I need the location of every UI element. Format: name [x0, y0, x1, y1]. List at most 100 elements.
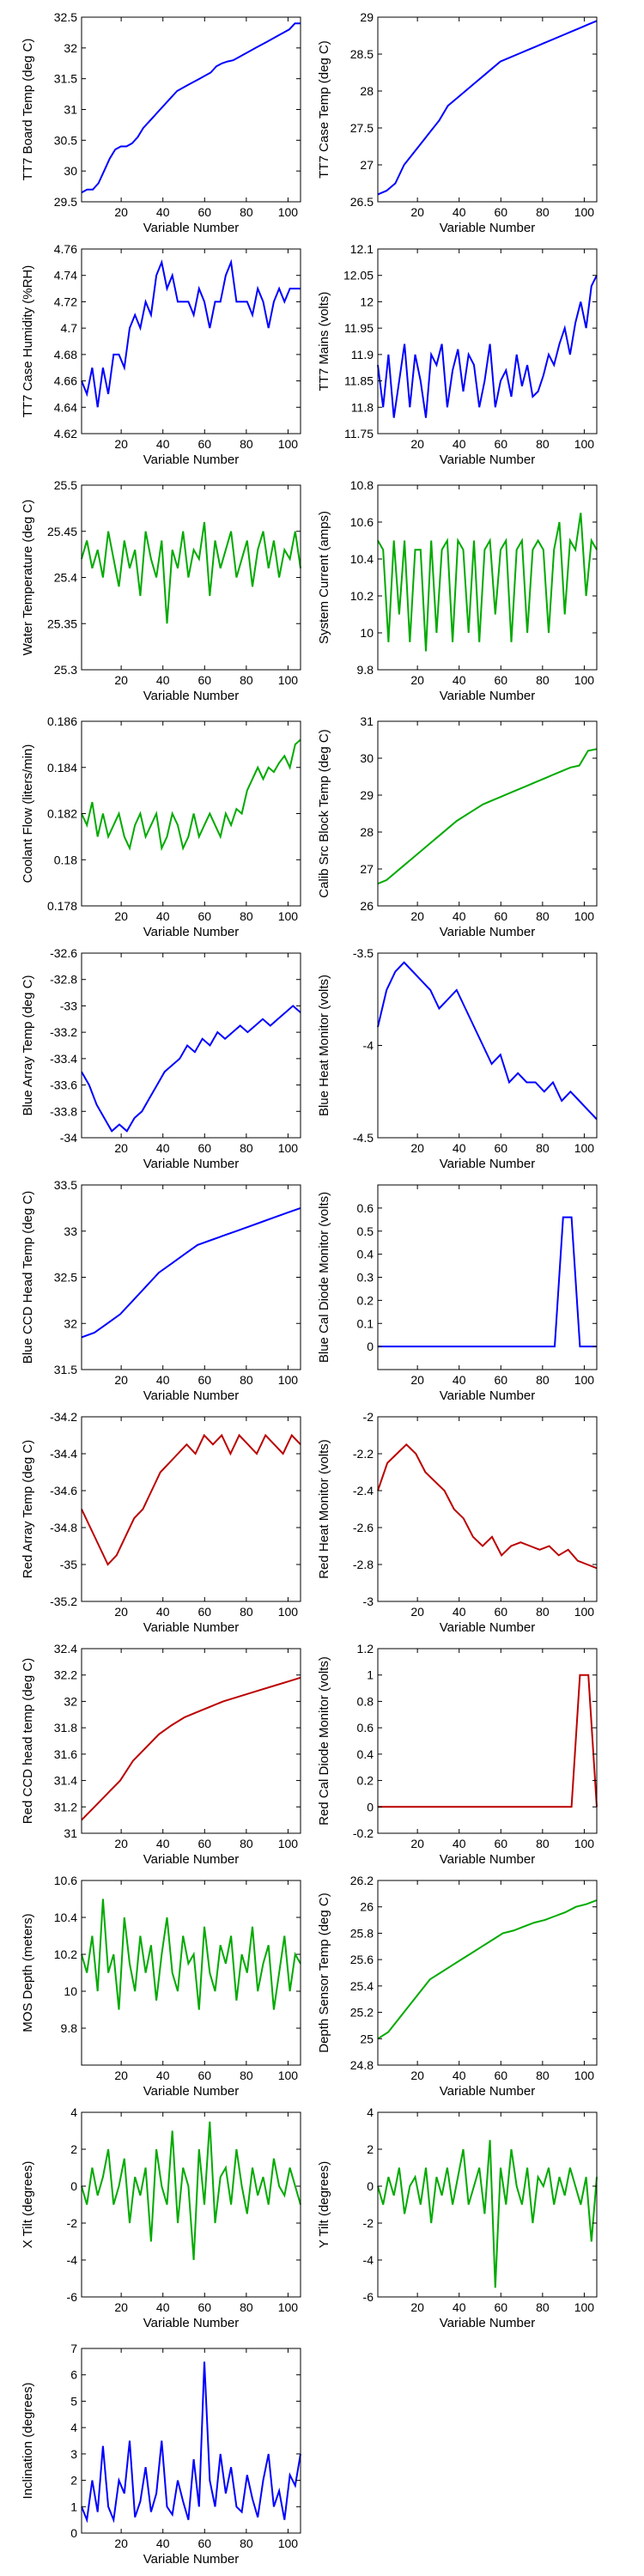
y-tick-label: 1.2 — [357, 1642, 374, 1656]
x-tick-label: 80 — [240, 909, 253, 923]
subplot: -3 -2.8 -2.6 -2.4 -2.2 -2 20 40 60 80 100 Variable … — [317, 1410, 598, 1635]
axes-box — [81, 1880, 301, 2066]
x-tick-label: 80 — [240, 673, 253, 687]
x-tick-label: 100 — [574, 909, 595, 923]
y-tick-label: 0.8 — [357, 1694, 374, 1708]
x-tick-label: 20 — [114, 1373, 128, 1387]
y-axis-label: TT7 Mains (volts) — [317, 292, 331, 392]
x-tick-label: 80 — [240, 2069, 253, 2082]
x-tick-label: 60 — [494, 1373, 507, 1387]
axes-box — [377, 1184, 598, 1370]
subplot: 31.5 32 32.5 33 33.5 20 40 60 80 100 Variable Numb… — [21, 1178, 301, 1403]
y-tick-label: 5 — [70, 2394, 77, 2408]
y-tick-label: 0.2 — [357, 1293, 374, 1307]
y-tick-label: 0.6 — [357, 1721, 374, 1735]
x-tick-label: 100 — [574, 2300, 595, 2314]
x-tick-label: 40 — [156, 909, 170, 923]
y-tick-label: 28 — [360, 84, 374, 98]
y-tick-label: 0 — [70, 2526, 77, 2540]
y-tick-label: 11.85 — [344, 374, 374, 388]
x-axis-label: Variable Number — [440, 453, 535, 467]
x-tick-label: 60 — [197, 1837, 211, 1850]
y-tick-label: 31.2 — [54, 1800, 77, 1814]
y-tick-label: 0.5 — [357, 1224, 374, 1238]
x-tick-label: 100 — [278, 205, 299, 219]
axes-box — [81, 248, 301, 434]
y-tick-label: -2 — [363, 2216, 374, 2230]
x-axis-label: Variable Number — [440, 689, 535, 703]
y-tick-label: 6 — [70, 2368, 77, 2382]
x-tick-label: 100 — [278, 1373, 299, 1387]
y-tick-label: -34.4 — [50, 1447, 77, 1461]
series-line — [81, 1433, 301, 1566]
series-line — [81, 521, 301, 624]
x-tick-label: 100 — [278, 2069, 299, 2082]
y-tick-label: -2.8 — [353, 1558, 374, 1571]
x-tick-label: 60 — [494, 2300, 507, 2314]
x-tick-label: 60 — [197, 205, 211, 219]
y-tick-label: 32 — [64, 1694, 77, 1708]
y-tick-label: -35.2 — [50, 1595, 77, 1608]
x-tick-label: 80 — [240, 1373, 253, 1387]
subplot: -4.5 -4 -3.5 20 40 60 80 100 Variable Number Blue… — [317, 946, 598, 1171]
x-tick-label: 20 — [410, 909, 424, 923]
y-axis-label: Blue Heat Monitor (volts) — [317, 975, 331, 1116]
y-tick-label: -4 — [363, 2253, 374, 2267]
series-line — [377, 748, 598, 885]
x-tick-label: 20 — [114, 1141, 128, 1155]
x-tick-label: 100 — [278, 437, 299, 451]
x-tick-label: 40 — [453, 1605, 466, 1619]
y-tick-label: 10.6 — [54, 1874, 77, 1887]
y-tick-label: 4.66 — [54, 374, 77, 388]
y-tick-label: 3 — [70, 2447, 77, 2461]
y-tick-label: 11.75 — [344, 427, 374, 440]
series-line — [81, 738, 301, 852]
y-axis-label: MOS Depth (meters) — [21, 1913, 35, 2032]
y-tick-label: 25.2 — [350, 2006, 374, 2020]
axes-box — [81, 1184, 301, 1370]
axes-box — [81, 484, 301, 671]
x-tick-label: 40 — [453, 673, 466, 687]
y-tick-label: 25.3 — [54, 663, 77, 677]
axes-box — [377, 1648, 598, 1834]
y-tick-label: 4.76 — [54, 242, 77, 256]
y-tick-label: 4.68 — [54, 348, 77, 361]
y-tick-label: 0.1 — [357, 1316, 374, 1330]
x-tick-label: 60 — [494, 909, 507, 923]
axes-box — [377, 1416, 598, 1602]
x-tick-label: 40 — [156, 1605, 170, 1619]
y-tick-label: 12.05 — [343, 269, 374, 283]
subplot: 26.5 27 27.5 28 28.5 29 20 40 60 80 100 Variable Nu… — [317, 10, 598, 235]
axes-box — [377, 2111, 598, 2298]
y-tick-label: 2 — [367, 2142, 374, 2156]
y-tick-label: -4.5 — [353, 1131, 374, 1145]
y-tick-label: 25.5 — [54, 478, 77, 492]
y-tick-label: 4 — [367, 2105, 374, 2119]
y-tick-label: 25.6 — [350, 1953, 374, 1966]
y-tick-label: 25.4 — [350, 1979, 374, 1993]
y-tick-label: 0.182 — [47, 807, 77, 821]
y-axis-label: Inclination (degrees) — [21, 2383, 35, 2500]
x-tick-label: 100 — [574, 1605, 595, 1619]
x-axis-label: Variable Number — [143, 2552, 239, 2567]
y-tick-label: 4.7 — [61, 321, 78, 335]
subplot: -6 -4 -2 0 2 4 20 40 60 80 100 Variable Number Y Til… — [317, 2105, 598, 2330]
x-tick-label: 40 — [453, 2069, 466, 2082]
series-line — [81, 22, 301, 194]
axes-box — [377, 16, 598, 203]
y-tick-label: 1 — [70, 2500, 77, 2513]
series-line — [378, 1216, 597, 1348]
subplot: 9.8 10 10.2 10.4 10.6 10.8 20 40 60 80 100 Variable… — [317, 478, 598, 703]
y-tick-label: 0 — [367, 1800, 374, 1814]
y-axis-label: TT7 Case Temp (deg C) — [317, 40, 331, 179]
x-tick-label: 100 — [574, 1837, 595, 1850]
y-tick-label: -34.2 — [50, 1410, 77, 1424]
y-tick-label: 25.8 — [350, 1926, 374, 1940]
y-tick-label: 0.4 — [357, 1747, 374, 1761]
subplot: 24.8 25 25.2 25.4 25.6 25.8 26 26.2 20 40 60 80 100 V… — [317, 1874, 598, 2099]
x-axis-label: Variable Number — [440, 2084, 535, 2099]
x-tick-label: 60 — [494, 1141, 507, 1155]
x-axis-label: Variable Number — [440, 2316, 535, 2330]
x-tick-label: 80 — [240, 437, 253, 451]
y-tick-label: 12.1 — [350, 242, 374, 256]
